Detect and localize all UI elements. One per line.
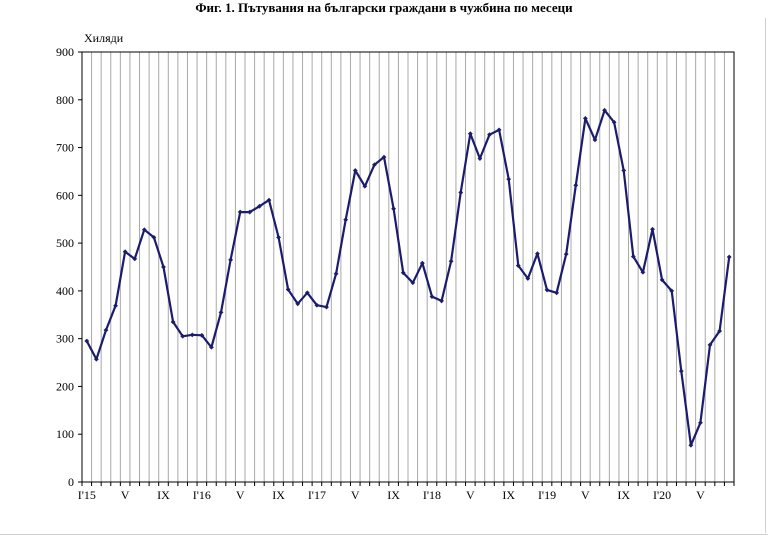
x-tick-label: I'15 xyxy=(78,488,96,502)
data-point xyxy=(506,176,512,182)
data-point xyxy=(362,183,368,189)
data-point xyxy=(113,303,118,309)
data-point xyxy=(496,127,502,133)
y-tick-label: 700 xyxy=(56,141,74,155)
data-point xyxy=(84,338,90,344)
x-tick-label: IX xyxy=(502,488,515,502)
data-point xyxy=(161,264,166,270)
chart-title: Фиг. 1. Пътувания на български граждани … xyxy=(195,0,573,15)
data-point xyxy=(247,209,253,215)
data-point xyxy=(477,156,483,161)
data-point xyxy=(266,197,272,203)
data-point xyxy=(333,271,339,277)
data-point xyxy=(228,257,234,263)
x-tick-label: V xyxy=(236,488,245,502)
y-tick-label: 0 xyxy=(68,475,74,489)
frame-right-border xyxy=(765,18,766,533)
data-point xyxy=(151,234,157,240)
x-tick-label: V xyxy=(466,488,475,502)
data-point xyxy=(141,227,147,233)
data-point xyxy=(103,327,109,333)
x-tick-label: I'19 xyxy=(538,488,556,502)
y-tick-label: 400 xyxy=(56,284,74,298)
data-point xyxy=(688,442,694,448)
data-point xyxy=(621,168,627,173)
data-point xyxy=(640,269,646,275)
data-point xyxy=(707,342,713,348)
data-point xyxy=(276,234,281,240)
x-tick-label: IX xyxy=(617,488,630,502)
data-point xyxy=(525,276,531,281)
y-tick-label: 500 xyxy=(56,236,74,250)
data-point xyxy=(419,260,425,266)
data-point xyxy=(698,420,703,426)
x-tick-label: IX xyxy=(387,488,400,502)
data-point xyxy=(544,287,550,293)
data-point xyxy=(439,298,444,304)
data-point xyxy=(391,206,397,212)
data-point xyxy=(659,277,665,283)
x-tick-label: V xyxy=(581,488,590,502)
data-point xyxy=(602,107,607,113)
data-point xyxy=(630,254,636,259)
data-point xyxy=(410,280,416,286)
data-point xyxy=(237,209,243,215)
x-tick-label: IX xyxy=(272,488,285,502)
x-tick-label: I'16 xyxy=(193,488,211,502)
data-point xyxy=(122,249,128,255)
data-point xyxy=(515,263,521,268)
x-tick-label: I'17 xyxy=(308,488,326,502)
x-tick-label: V xyxy=(696,488,705,502)
data-point xyxy=(563,251,569,257)
data-point xyxy=(573,182,579,188)
y-tick-label: 900 xyxy=(56,45,74,59)
data-point xyxy=(669,288,675,294)
data-point xyxy=(343,217,349,223)
y-axis-label: Хиляди xyxy=(84,31,124,45)
data-point xyxy=(717,328,723,334)
data-point xyxy=(304,290,310,296)
y-tick-label: 800 xyxy=(56,93,74,107)
data-point xyxy=(535,251,540,257)
x-tick-label: V xyxy=(351,488,360,502)
x-tick-label: V xyxy=(121,488,130,502)
data-point xyxy=(650,226,655,232)
data-point xyxy=(285,287,291,292)
data-point xyxy=(467,131,473,137)
data-point xyxy=(218,309,224,315)
data-point xyxy=(726,254,732,260)
data-point xyxy=(448,258,454,264)
data-point xyxy=(582,116,588,121)
y-tick-label: 300 xyxy=(56,332,74,346)
y-tick-label: 600 xyxy=(56,188,74,202)
y-tick-label: 100 xyxy=(56,427,74,441)
y-tick-label: 200 xyxy=(56,379,74,393)
data-point xyxy=(256,203,262,209)
data-point xyxy=(372,162,377,168)
data-point xyxy=(678,368,684,374)
data-point xyxy=(180,333,186,339)
data-point xyxy=(611,119,617,125)
data-point xyxy=(132,256,138,262)
x-tick-label: I'18 xyxy=(423,488,441,502)
data-point xyxy=(189,332,195,338)
data-point xyxy=(458,190,464,195)
x-tick-label: IX xyxy=(157,488,170,502)
data-point xyxy=(487,132,492,138)
data-point xyxy=(314,302,320,308)
data-point xyxy=(295,301,301,307)
data-point xyxy=(429,294,435,300)
x-tick-label: I'20 xyxy=(653,488,671,502)
data-point xyxy=(170,319,176,325)
data-point xyxy=(400,270,406,276)
data-point xyxy=(199,332,205,338)
data-point xyxy=(554,290,560,296)
data-point xyxy=(592,137,598,143)
data-point xyxy=(93,356,99,362)
data-point xyxy=(209,344,214,350)
data-point xyxy=(352,168,358,173)
data-point xyxy=(381,154,387,160)
data-point xyxy=(324,304,329,310)
